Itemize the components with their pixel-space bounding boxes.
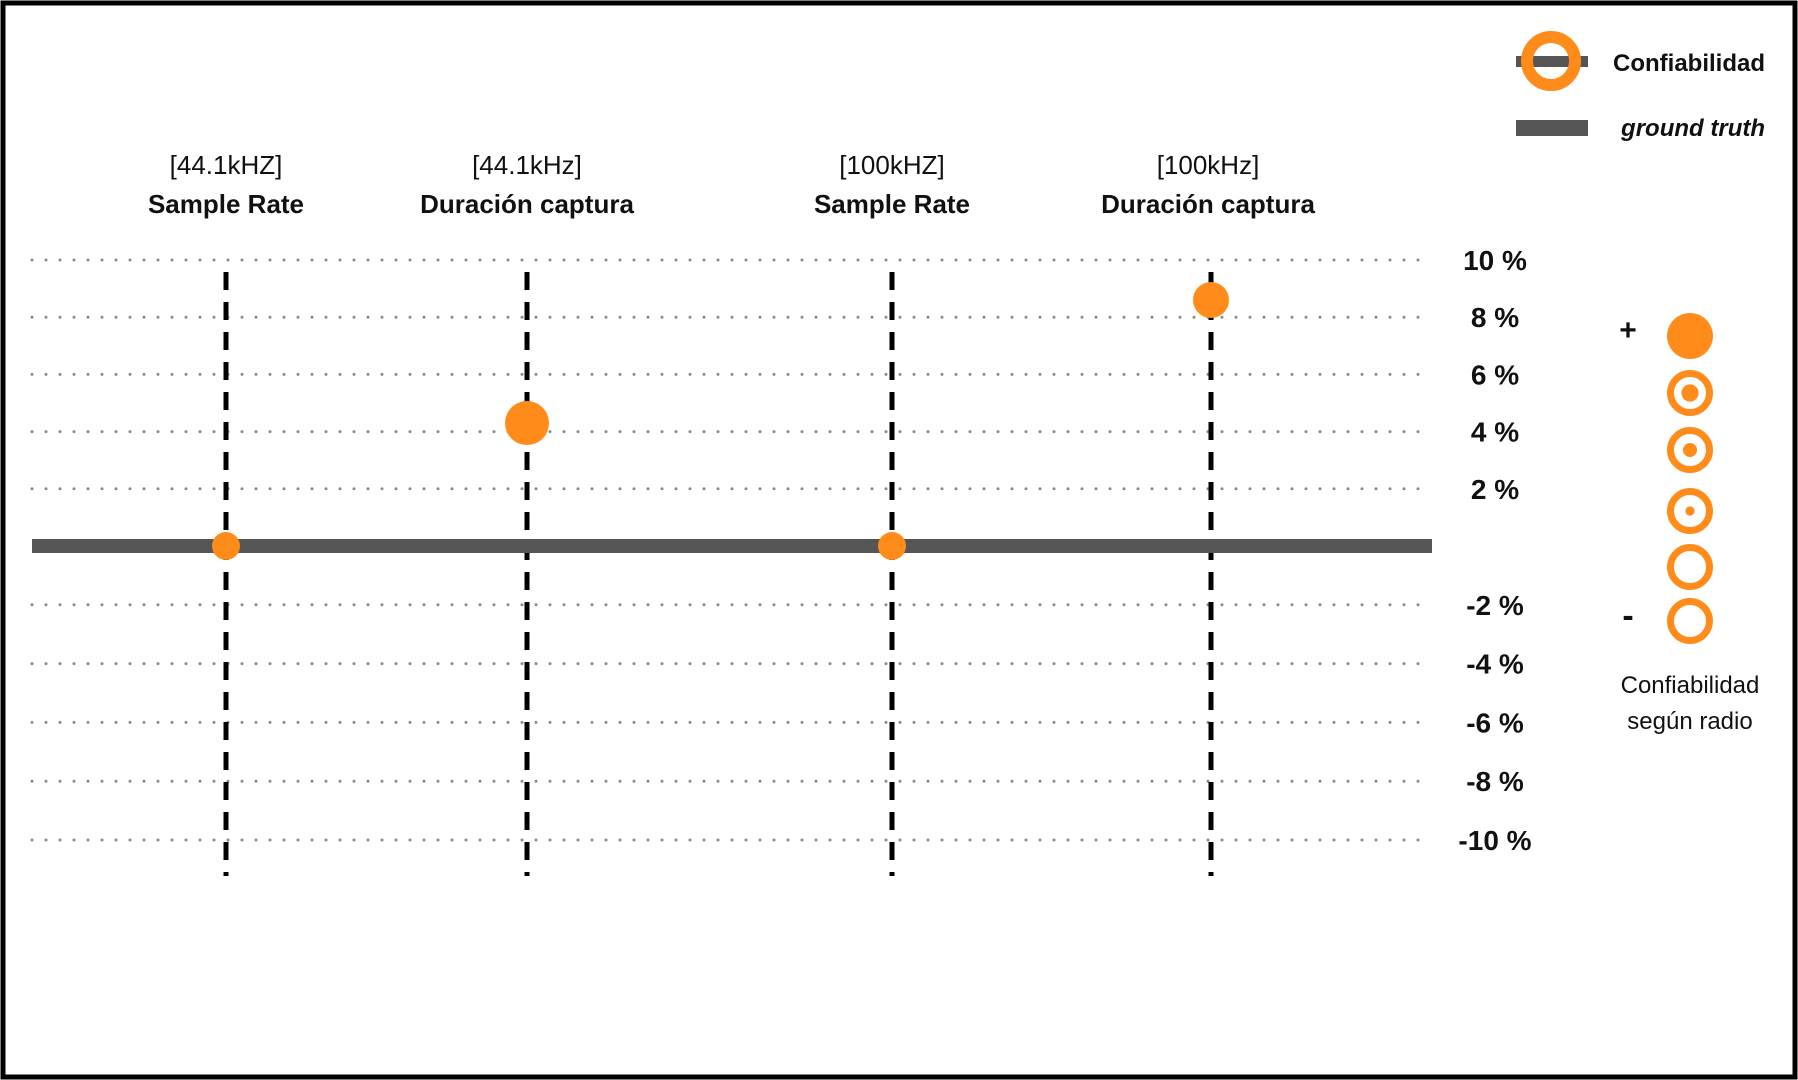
y-tick-label: -10 % — [1458, 825, 1531, 856]
size-legend-circles — [1667, 313, 1713, 644]
size-legend: + - Confiabilidad según radio — [1619, 313, 1759, 735]
y-tick-labels: 10 % 8 % 6 % 4 % 2 % -2 % -4 % -6 % -8 % -10 % — [1458, 245, 1531, 856]
category-label-line2: Duración captura — [1101, 189, 1315, 219]
category-label-line2: Sample Rate — [814, 189, 970, 219]
category-label-line1: [44.1kHZ] — [170, 150, 283, 180]
data-point — [1193, 282, 1229, 319]
data-point — [212, 532, 240, 560]
category-label-line1: [44.1kHz] — [472, 150, 582, 180]
size-legend-circle — [1667, 427, 1713, 473]
legend-confiabilidad-label: Confiabilidad — [1613, 50, 1765, 77]
data-points — [212, 282, 1229, 560]
y-tick-label: 4 % — [1471, 417, 1519, 448]
category-label-line2: Sample Rate — [148, 189, 304, 219]
size-legend-circle — [1667, 544, 1713, 590]
size-legend-minus: - — [1622, 597, 1633, 635]
y-tick-label: -8 % — [1466, 766, 1524, 797]
category-label-line1: [100kHz] — [1157, 150, 1260, 180]
category-lines — [223, 272, 1214, 876]
y-tick-label: -6 % — [1466, 707, 1524, 738]
size-legend-circle — [1667, 313, 1713, 359]
y-tick-label: -4 % — [1466, 649, 1524, 680]
category-label-line2: Duración captura — [420, 189, 634, 219]
legend-confiabilidad-ring — [1521, 31, 1581, 91]
grid-layer — [30, 258, 1434, 842]
size-legend-circle — [1667, 370, 1713, 416]
category-label-line1: [100kHZ] — [839, 150, 945, 180]
size-legend-caption-line2: según radio — [1627, 708, 1752, 735]
data-point — [505, 401, 549, 446]
size-legend-circle — [1667, 488, 1713, 534]
y-tick-label: 2 % — [1471, 474, 1519, 505]
y-tick-label: 8 % — [1471, 302, 1519, 333]
y-tick-label: -2 % — [1466, 590, 1524, 621]
size-legend-plus: + — [1619, 314, 1637, 347]
legend-confiabilidad-bar — [1516, 56, 1588, 67]
y-tick-label: 6 % — [1471, 359, 1519, 390]
category-labels: [44.1kHZ] Sample Rate [44.1kHz] Duración ca… — [148, 150, 1315, 219]
legend: Confiabilidad ground truth — [1516, 31, 1765, 142]
legend-ground-truth-swatch — [1516, 120, 1588, 136]
y-tick-label: 10 % — [1463, 245, 1527, 276]
size-legend-circle — [1667, 598, 1713, 644]
size-legend-caption-line1: Confiabilidad — [1621, 672, 1760, 699]
legend-ground-truth-label: ground truth — [1620, 115, 1765, 142]
data-point — [878, 532, 906, 560]
